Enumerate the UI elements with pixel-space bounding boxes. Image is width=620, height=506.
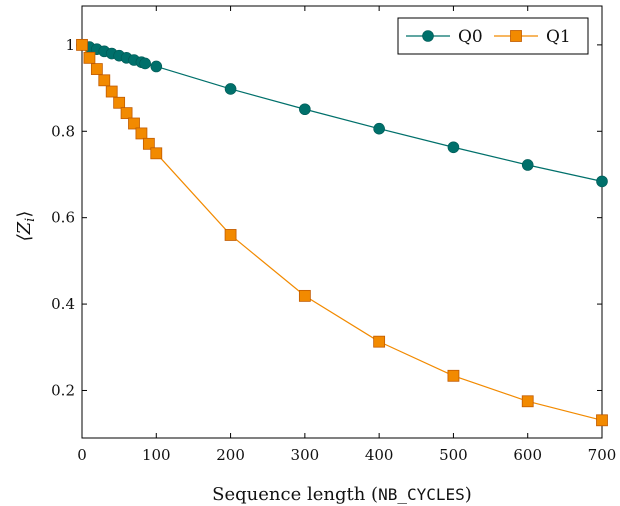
x-tick-label: 600 <box>513 446 542 464</box>
x-tick-label: 200 <box>216 446 245 464</box>
data-point-q0 <box>447 141 460 154</box>
legend-marker-q1 <box>510 30 522 42</box>
data-point-q0 <box>224 83 237 95</box>
plot-frame <box>81 5 603 439</box>
y-axis-ticks: 0.2 0.4 0.6 0.8 1 <box>51 36 602 399</box>
data-point-q0 <box>299 103 311 116</box>
series-q0 <box>76 39 608 188</box>
series-line-q1 <box>81 44 603 421</box>
legend-label-q1: Q1 <box>546 27 571 47</box>
data-point-q1 <box>98 74 111 87</box>
data-point-q0 <box>373 122 385 135</box>
x-axis-title: Sequence length (NB_CYCLES) <box>212 484 472 505</box>
y-tick-label: 0.4 <box>51 295 75 313</box>
legend-marker-q0 <box>422 30 434 42</box>
series-q1 <box>76 38 608 427</box>
data-point-q1 <box>150 147 163 160</box>
x-axis-title-code: NB_CYCLES <box>378 485 465 504</box>
data-point-q1 <box>373 335 386 348</box>
data-point-q1 <box>596 414 608 427</box>
plot-border <box>81 5 603 439</box>
x-tick-label: 700 <box>588 446 617 464</box>
data-point-q1 <box>135 127 148 140</box>
data-point-q1 <box>83 51 96 64</box>
data-point-q1 <box>447 369 460 382</box>
data-point-q0 <box>596 175 608 188</box>
data-point-q1 <box>128 117 140 130</box>
x-axis-ticks: 0 100 200 300 400 500 600 700 <box>77 6 616 464</box>
data-point-q1 <box>105 85 118 98</box>
data-point-q1 <box>120 107 133 120</box>
data-point-q1 <box>224 229 237 241</box>
y-axis-title: ⟨Zi⟩ <box>14 211 38 242</box>
y-axis-title-close: ⟩ <box>14 211 35 218</box>
legend-label-q0: Q0 <box>458 27 483 47</box>
data-point-q1 <box>298 289 311 302</box>
data-point-q0 <box>139 57 151 70</box>
x-tick-label: 100 <box>142 446 171 464</box>
y-axis-title-base: ⟨Z <box>14 221 35 241</box>
x-axis-title-suffix: ) <box>465 484 472 505</box>
data-point-q1 <box>76 38 88 51</box>
y-tick-label: 0.2 <box>51 381 75 399</box>
y-tick-label: 0.8 <box>51 122 75 140</box>
y-axis-title-sub: i <box>23 218 38 222</box>
x-tick-label: 300 <box>291 446 320 464</box>
series-layer <box>76 38 608 427</box>
y-tick-label: 0.6 <box>51 209 75 227</box>
x-tick-label: 0 <box>77 446 87 464</box>
data-point-q0 <box>521 159 534 171</box>
x-axis-title-prefix: Sequence length ( <box>212 484 378 505</box>
data-point-q1 <box>521 395 534 408</box>
data-point-q0 <box>150 60 163 73</box>
data-point-q1 <box>90 63 103 75</box>
data-point-q1 <box>142 137 155 150</box>
y-tick-label: 1 <box>65 36 75 54</box>
x-tick-label: 400 <box>365 446 394 464</box>
x-tick-label: 500 <box>439 446 468 464</box>
legend: Q0 Q1 <box>397 17 589 55</box>
data-point-q1 <box>113 96 126 109</box>
